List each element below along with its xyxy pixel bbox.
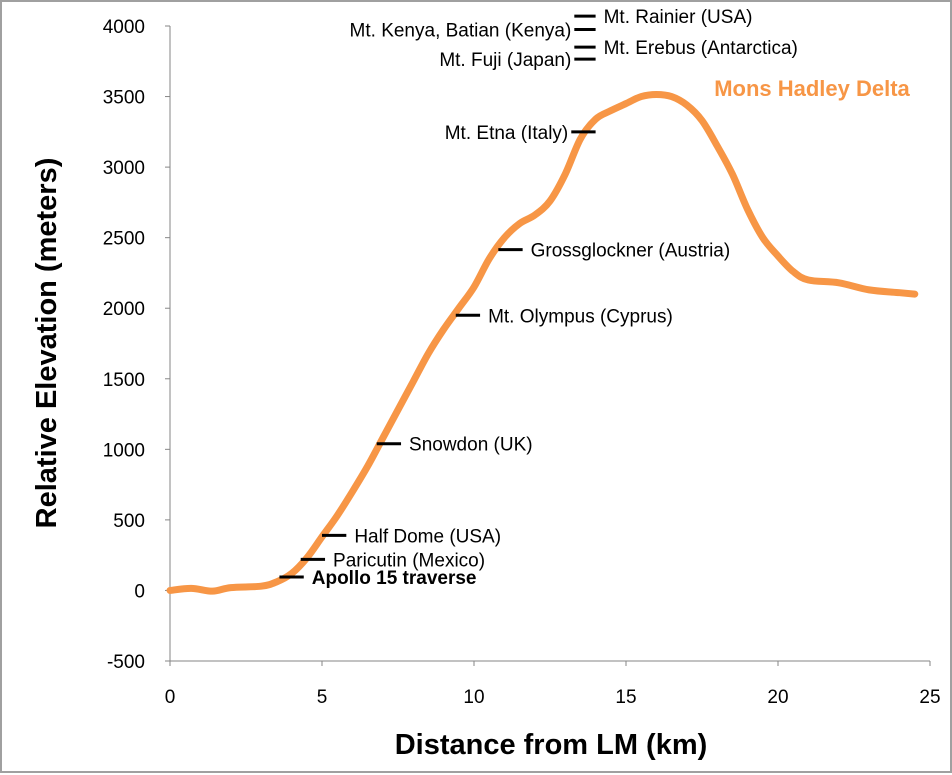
mountain-label: Mt. Kenya, Batian (Kenya) — [350, 21, 572, 42]
x-tick-label: 20 — [767, 687, 788, 708]
elevation-line — [166, 90, 919, 595]
mountain-label: Mt. Fuji (Japan) — [439, 50, 571, 71]
mountain-label: Mt. Erebus (Antarctica) — [604, 38, 798, 59]
y-tick-label: 2500 — [103, 229, 145, 250]
y-tick-label: 500 — [113, 511, 145, 532]
mountain-label: Snowdon (UK) — [409, 435, 533, 456]
mountain-label: Mt. Rainier (USA) — [604, 7, 753, 28]
mountain-label: Grossglockner (Austria) — [531, 241, 731, 262]
mountain-label: Paricutin (Mexico) — [333, 550, 485, 571]
x-tick-label: 0 — [165, 687, 176, 708]
mountain-label: Mt. Olympus (Cyprus) — [488, 306, 673, 327]
x-axis-label: Distance from LM (km) — [395, 729, 708, 761]
series-label: Mons Hadley Delta — [714, 76, 910, 101]
y-tick-label: 1000 — [103, 440, 145, 461]
mountain-label: Mt. Etna (Italy) — [445, 123, 569, 144]
mountain-label: Apollo 15 traverse — [312, 568, 477, 589]
y-tick-label: 3500 — [103, 88, 145, 109]
y-tick-label: 1500 — [103, 370, 145, 391]
mountain-label: Half Dome (USA) — [354, 526, 501, 547]
x-tick-label: 10 — [463, 687, 484, 708]
y-tick-label: 4000 — [103, 17, 145, 38]
y-tick-label: 3000 — [103, 158, 145, 179]
x-tick-label: 5 — [317, 687, 328, 708]
y-tick-label: 2000 — [103, 299, 145, 320]
x-tick-label: 25 — [919, 687, 940, 708]
y-axis-label: Relative Elevation (meters) — [31, 158, 63, 529]
y-tick-label: 0 — [134, 581, 145, 602]
y-tick-label: -500 — [107, 652, 145, 673]
x-tick-label: 15 — [615, 687, 636, 708]
